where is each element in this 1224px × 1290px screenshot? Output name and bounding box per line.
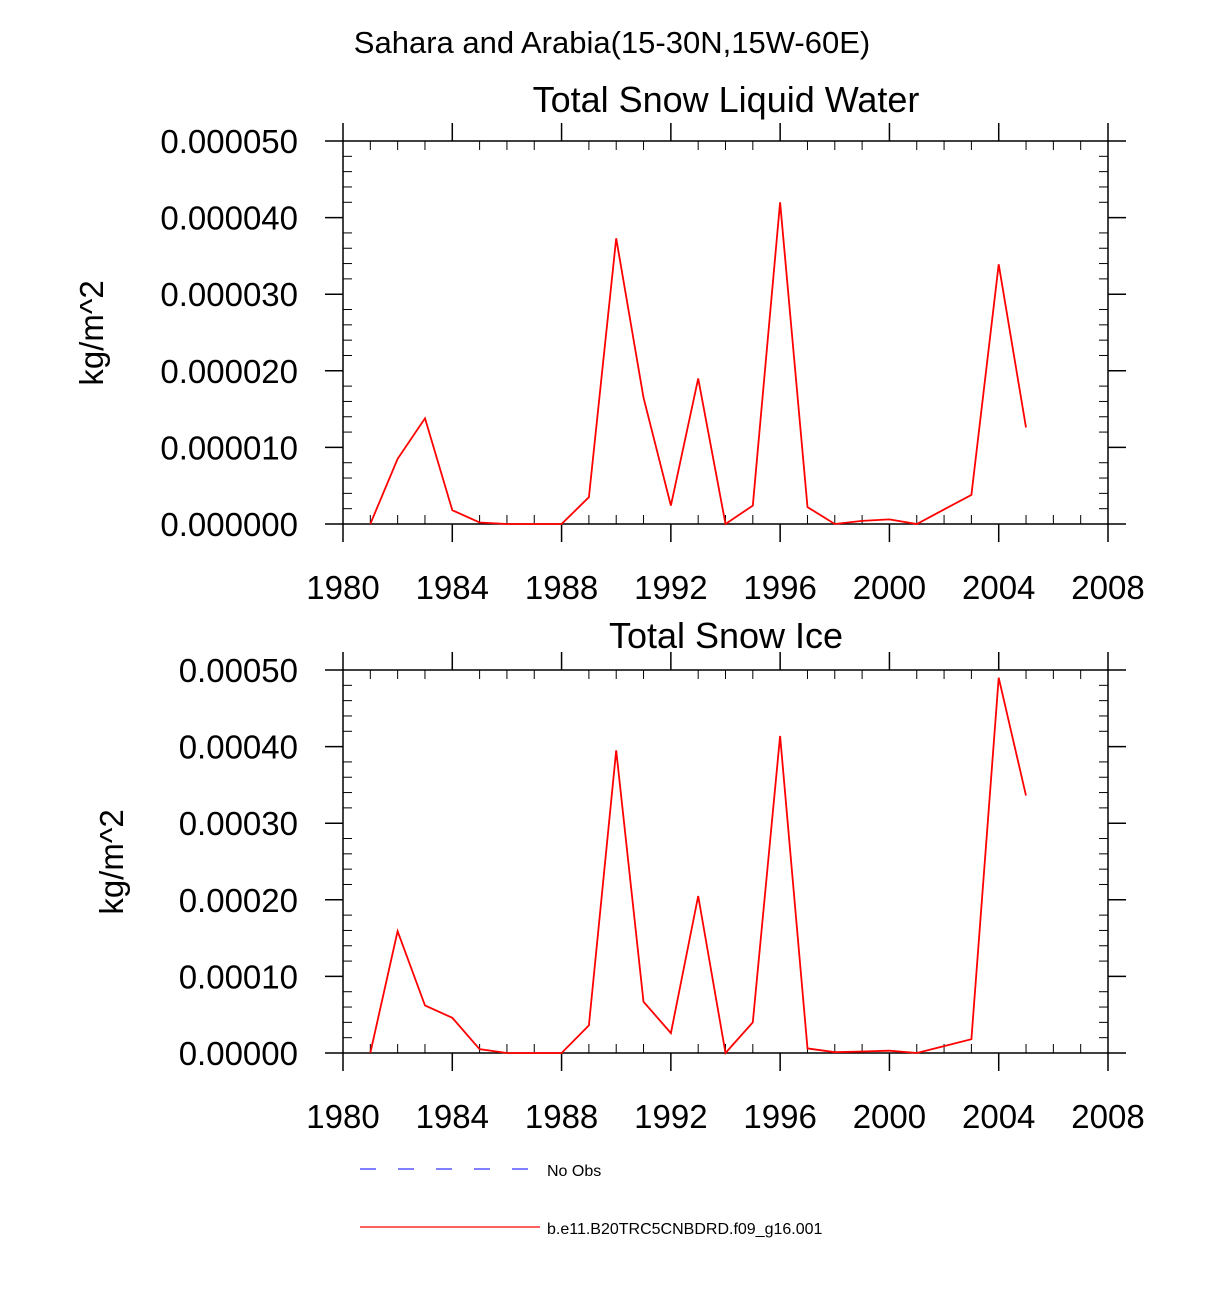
x-tick-label: 1984 (416, 1098, 489, 1135)
legend-label: No Obs (547, 1163, 601, 1180)
figure-suptitle: Sahara and Arabia(15-30N,15W-60E) (354, 25, 870, 60)
legend-item-no-obs: No Obs (360, 1163, 601, 1180)
y-tick-label: 0.000040 (160, 200, 298, 237)
x-tick-label: 1988 (525, 569, 598, 606)
series-line (369, 202, 1027, 526)
plot-frame (342, 140, 1109, 525)
y-tick-label: 0.00010 (179, 958, 298, 995)
x-tick-label: 2008 (1071, 569, 1144, 606)
y-axis-label: kg/m^2 (73, 280, 110, 385)
y-tick-label: 0.00030 (179, 805, 298, 842)
y-tick-label: 0.00000 (179, 1035, 298, 1072)
series-group (369, 202, 1027, 526)
y-axis-label: kg/m^2 (93, 809, 130, 914)
y-tick-label: 0.000000 (160, 506, 298, 543)
axes: 1980 1984 1988 1992 1996 2000 2004 2008 0.000000… (160, 123, 1145, 606)
x-tick-label: 2000 (853, 1098, 926, 1135)
y-tick-label: 0.000010 (160, 429, 298, 466)
plot-title: Total Snow Liquid Water (533, 79, 920, 120)
x-tick-label: 2000 (853, 569, 926, 606)
y-tick-label: 0.000030 (160, 276, 298, 313)
x-tick-label: 1980 (306, 569, 379, 606)
plot-panel-snow-liquid-water: Total Snow Liquid Water kg/m^2 1980 1984 1… (73, 79, 1145, 606)
x-tick-label: 2008 (1071, 1098, 1144, 1135)
legend: No Obs b.e11.B20TRC5CNBDRD.f09_g16.001 (360, 1163, 823, 1238)
x-tick-label: 1992 (634, 569, 707, 606)
y-tick-label: 0.000050 (160, 123, 298, 160)
series-group (369, 677, 1027, 1055)
plot-title: Total Snow Ice (609, 615, 843, 656)
axes: 1980 1984 1988 1992 1996 2000 2004 2008 0.00000 0… (179, 652, 1145, 1135)
x-tick-label: 1996 (743, 569, 816, 606)
legend-label: b.e11.B20TRC5CNBDRD.f09_g16.001 (547, 1221, 823, 1238)
legend-item-model-run: b.e11.B20TRC5CNBDRD.f09_g16.001 (360, 1221, 823, 1238)
y-tick-label: 0.00020 (179, 882, 298, 919)
plot-panel-snow-ice: Total Snow Ice kg/m^2 1980 1984 1988 1992 19… (93, 615, 1145, 1135)
x-tick-label: 1980 (306, 1098, 379, 1135)
x-tick-label: 2004 (962, 1098, 1035, 1135)
x-tick-label: 1988 (525, 1098, 598, 1135)
plot-frame (342, 669, 1109, 1054)
y-tick-label: 0.00040 (179, 729, 298, 766)
x-tick-label: 2004 (962, 569, 1035, 606)
x-tick-label: 1992 (634, 1098, 707, 1135)
series-line (369, 677, 1027, 1055)
x-tick-label: 1996 (743, 1098, 816, 1135)
y-tick-label: 0.00050 (179, 652, 298, 689)
x-tick-label: 1984 (416, 569, 489, 606)
y-tick-label: 0.000020 (160, 353, 298, 390)
